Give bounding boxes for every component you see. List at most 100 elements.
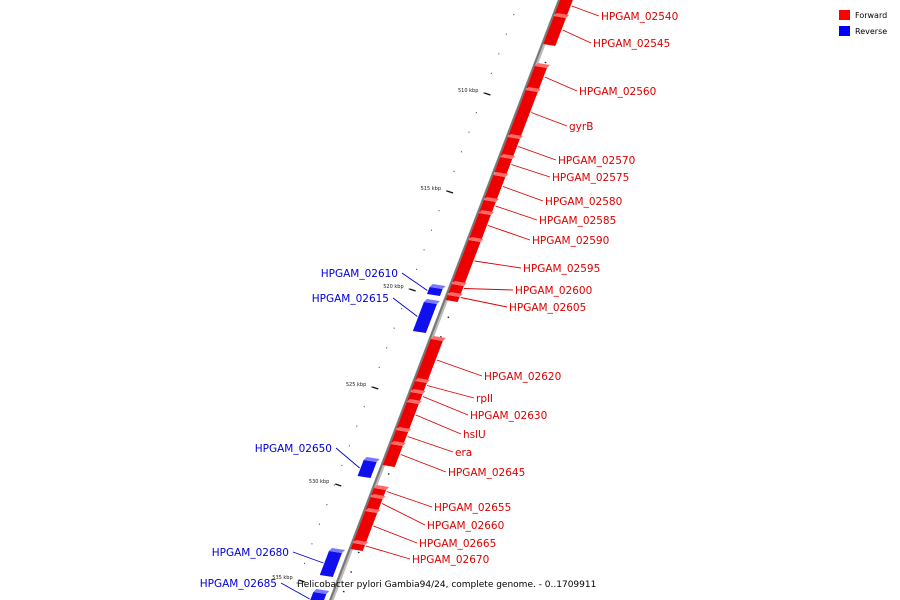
kbp-tick — [409, 288, 416, 292]
gene-leader-line — [474, 260, 522, 269]
tick-mark — [357, 551, 360, 554]
tick-mark — [544, 61, 547, 64]
gene-features — [310, 0, 573, 600]
forward-gene-block — [365, 494, 386, 512]
gene-leader-line — [392, 297, 418, 317]
gene-label: era — [455, 447, 472, 459]
forward-gene-block — [554, 0, 573, 16]
reverse-gene-block — [310, 589, 330, 600]
kbp-tick — [298, 579, 305, 583]
gene-label: gyrB — [569, 121, 593, 133]
kbp-label: 525 kbp — [346, 382, 366, 388]
reverse-gene-block — [319, 548, 345, 577]
tick-mark — [439, 335, 442, 338]
kbp-scale: 510 kbp 515 kbp 520 kbp 525 kbp 530 kbp 535 k… — [272, 88, 491, 583]
tick-mark — [447, 316, 450, 319]
forward-gene-block — [445, 292, 463, 302]
gene-leader-line — [415, 414, 462, 435]
gene-leader-line — [401, 272, 428, 291]
forward-gene-block — [543, 13, 569, 46]
gene-leader-line — [544, 76, 578, 92]
forward-gene-block — [500, 134, 523, 158]
forward-gene-block — [469, 210, 494, 240]
legend: Forward Reverse — [839, 10, 887, 36]
gene-leader-line — [422, 396, 469, 416]
gene-label: HPGAM_02660 — [427, 520, 504, 532]
kbp-tick — [372, 386, 379, 390]
gene-label: HPGAM_02610 — [321, 268, 398, 280]
gene-leader-line — [518, 146, 557, 161]
gene-leader-line — [502, 186, 544, 202]
gene-leader-line — [531, 112, 568, 127]
gene-leader-line — [511, 164, 551, 178]
gene-label: HPGAM_02655 — [434, 502, 511, 514]
gene-leader-line — [386, 491, 433, 508]
gene-leader-line — [292, 551, 324, 564]
forward-gene-block — [448, 281, 467, 295]
forward-gene-block — [494, 154, 516, 174]
kbp-label: 510 kbp — [458, 88, 478, 94]
genome-caption: Helicobacter pylori Gambia94/24, complet… — [297, 580, 596, 590]
gene-leader-line — [571, 5, 600, 17]
gene-leader-line — [373, 525, 418, 544]
forward-gene-block — [526, 63, 550, 90]
gene-label: HPGAM_02585 — [539, 215, 616, 227]
gene-leader-line — [487, 225, 531, 241]
genome-axis — [329, 0, 561, 600]
gene-label: HPGAM_02600 — [515, 285, 592, 297]
gene-label: HPGAM_02590 — [532, 235, 609, 247]
gene-label: rplI — [476, 393, 493, 405]
gene-label: HPGAM_02615 — [312, 293, 389, 305]
forward-gene-block — [484, 172, 509, 200]
gene-label: HPGAM_02540 — [601, 11, 678, 23]
gene-label: HPGAM_02605 — [509, 302, 586, 314]
kbp-label: 515 kbp — [421, 186, 441, 192]
kbp-label: 530 kbp — [309, 479, 329, 485]
gene-leader-line — [400, 454, 447, 473]
gene-leader-line — [335, 447, 360, 469]
gene-label: HPGAM_02665 — [419, 538, 496, 550]
tick-mark — [387, 473, 390, 475]
gene-label: hslU — [463, 429, 486, 441]
gene-label: HPGAM_02570 — [558, 155, 635, 167]
legend-swatch-forward — [839, 10, 850, 20]
gene-label: HPGAM_02680 — [212, 547, 289, 559]
forward-gene-block — [396, 399, 422, 430]
gene-leader-line — [460, 297, 508, 308]
gene-labels: HPGAM_02540 HPGAM_02545 HPGAM_02560 gyrB HPG… — [200, 5, 678, 600]
legend-label-forward: Forward — [855, 11, 887, 20]
gene-leader-line — [436, 359, 483, 377]
gene-label: HPGAM_02670 — [412, 554, 489, 566]
gene-leader-line — [381, 503, 426, 526]
reverse-gene-block — [426, 284, 446, 296]
reverse-gene-block — [357, 457, 380, 478]
forward-gene-block — [411, 378, 430, 392]
legend-label-reverse: Reverse — [855, 27, 887, 36]
gene-label: HPGAM_02595 — [523, 263, 600, 275]
kbp-tick — [484, 92, 491, 96]
kbp-tick — [335, 483, 342, 487]
gene-label: HPGAM_02685 — [200, 578, 277, 590]
gene-label: HPGAM_02650 — [255, 443, 332, 455]
gene-label: HPGAM_02645 — [448, 467, 525, 479]
gene-label: HPGAM_02560 — [579, 86, 656, 98]
gene-leader-line — [365, 545, 411, 560]
forward-gene-block — [350, 540, 369, 551]
gene-label: HPGAM_02620 — [484, 371, 561, 383]
gene-leader-line — [280, 582, 310, 600]
gene-leader-line — [464, 288, 514, 291]
forward-gene-block — [353, 508, 381, 543]
kbp-label: 535 kbp — [272, 575, 292, 581]
gene-leader-line — [407, 436, 454, 453]
legend-swatch-reverse — [839, 26, 850, 36]
gene-label: HPGAM_02545 — [593, 38, 670, 50]
gene-leader-line — [426, 385, 475, 399]
forward-gene-block — [382, 441, 406, 467]
tick-mark — [350, 571, 353, 573]
gene-label: HPGAM_02575 — [552, 172, 629, 184]
kbp-label: 520 kbp — [383, 284, 403, 290]
gene-label: HPGAM_02630 — [470, 410, 547, 422]
forward-gene-block — [414, 336, 446, 383]
kbp-tick — [446, 190, 454, 194]
